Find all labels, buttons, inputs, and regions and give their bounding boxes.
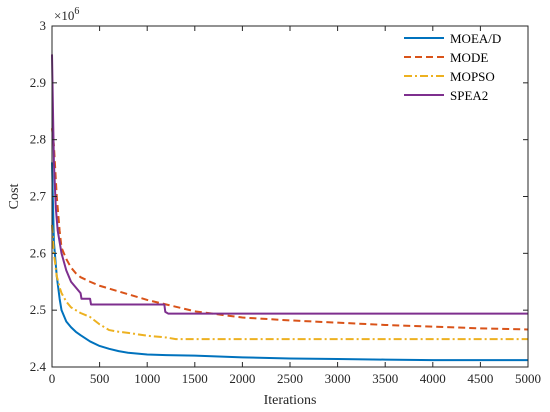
- legend: MOEA/D MODE MOPSO SPEA2: [404, 31, 501, 103]
- plot-background: [52, 26, 528, 367]
- series-line-mopso: [51, 224, 528, 341]
- x-tick-label: 1000: [134, 371, 160, 386]
- x-tick-label: 3000: [325, 371, 351, 386]
- y-tick-label: 2.4: [30, 359, 47, 374]
- y-axis-exponent-base: ×10: [54, 8, 74, 23]
- y-tick-label: 2.9: [30, 75, 46, 90]
- y-tick-label: 2.6: [30, 245, 47, 260]
- x-tick-label: 500: [90, 371, 110, 386]
- legend-label: MODE: [450, 50, 488, 65]
- x-tick-label: 2000: [229, 371, 255, 386]
- x-tick-label: 5000: [515, 371, 541, 386]
- series-layer: [51, 54, 529, 362]
- y-tick-label: 2.5: [30, 302, 46, 317]
- legend-label: MOEA/D: [450, 31, 501, 46]
- x-axis-label: Iterations: [264, 393, 317, 408]
- x-tick-label: 4000: [420, 371, 446, 386]
- series-line-mode: [51, 128, 529, 331]
- x-tick-label: 0: [49, 371, 56, 386]
- y-tick-label: 3: [40, 18, 47, 33]
- axes-layer: 0 500 1000 1500 2000 2500 3000 3500 4000 4500 5000…: [30, 18, 541, 386]
- plot-area: [52, 26, 528, 367]
- y-tick-label: 2.7: [30, 189, 47, 204]
- series-line-spea2: [51, 54, 528, 315]
- legend-label: SPEA2: [450, 88, 488, 103]
- y-axis-exponent-label: ×106: [54, 6, 79, 23]
- y-axis-exponent-power: 6: [74, 6, 79, 17]
- y-tick-label: 2.8: [30, 132, 46, 147]
- x-tick-label: 2500: [277, 371, 303, 386]
- legend-label: MOPSO: [450, 69, 495, 84]
- y-axis-label: Cost: [7, 184, 22, 210]
- x-tick-label: 1500: [182, 371, 208, 386]
- x-tick-label: 3500: [372, 371, 398, 386]
- series-line-moea-d: [51, 162, 528, 362]
- x-tick-label: 4500: [467, 371, 493, 386]
